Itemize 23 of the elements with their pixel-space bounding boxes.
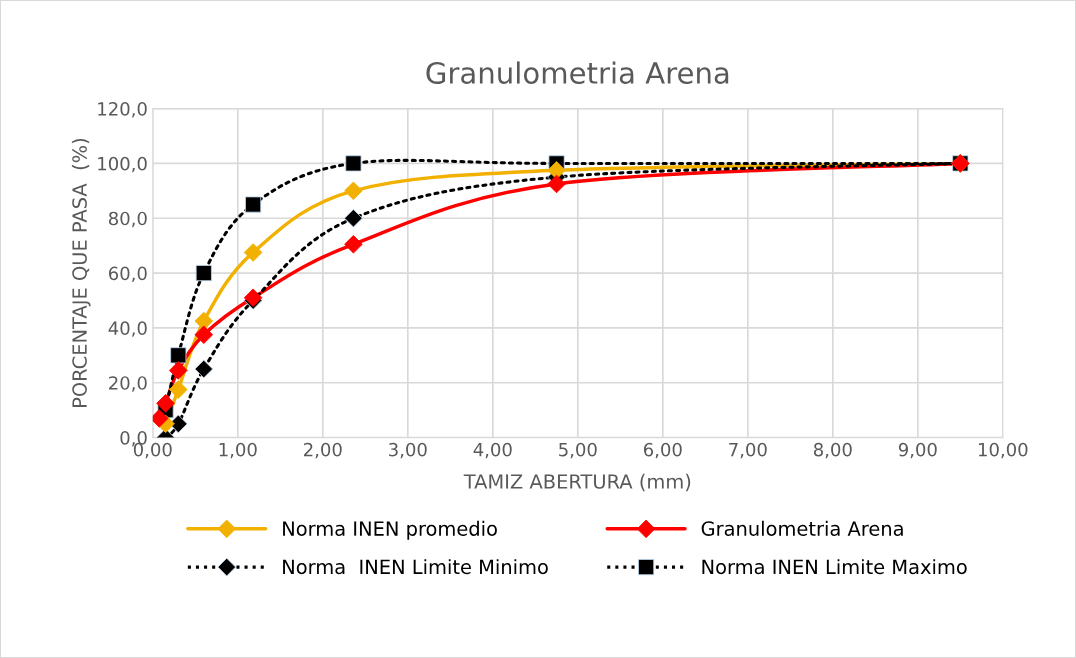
y-tick-label: 100,0 — [98, 156, 147, 173]
x-tick-label: 7,00 — [729, 442, 767, 459]
legend-label: Norma INEN Limite Maximo — [702, 559, 967, 575]
x-tick-label: 5,00 — [559, 442, 597, 459]
x-tick-label: 9,00 — [898, 442, 937, 459]
x-tick-label: 3,00 — [389, 442, 427, 459]
x-axis-title: TAMIZ ABERTURA (mm) — [463, 473, 691, 492]
y-tick-label: 40,0 — [108, 321, 147, 337]
legend-label: Norma INEN promedio — [283, 520, 497, 540]
y-tick-label: 80,0 — [108, 211, 147, 228]
y-tick-label: 20,0 — [109, 376, 147, 392]
x-tick-label: 4,00 — [473, 442, 512, 459]
x-tick-label: 2,00 — [304, 442, 342, 459]
x-tick-label: 6,00 — [643, 442, 682, 459]
y-tick-label: 120,0 — [98, 102, 147, 118]
y-tick-label: 60,0 — [108, 266, 147, 283]
legend-label: Norma INEN Limite Minimo — [283, 559, 548, 575]
y-axis-title: PORCENTAJE QUE PASA (%) — [71, 138, 91, 407]
chart-title: Granulometria Arena — [426, 61, 729, 84]
legend-label: Granulometria Arena — [701, 520, 903, 536]
x-tick-label: 1,00 — [219, 442, 257, 459]
x-tick-label: 8,00 — [813, 442, 852, 459]
x-tick-label: 10,00 — [978, 442, 1028, 459]
